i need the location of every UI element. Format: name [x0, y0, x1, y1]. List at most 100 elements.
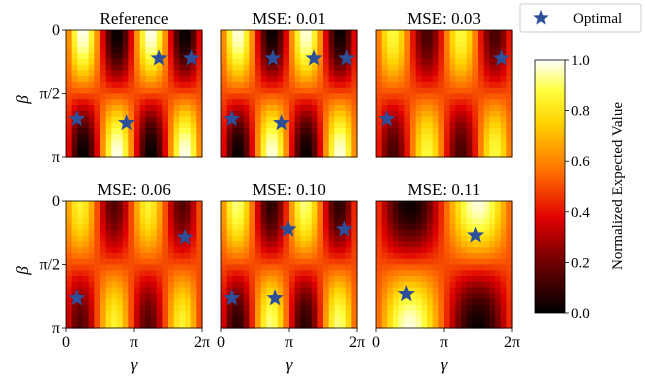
heatmap-cell — [272, 99, 279, 106]
x-tick-label: 2π — [194, 334, 210, 351]
heatmap-cell — [179, 53, 186, 60]
heatmap-cell — [410, 64, 417, 72]
heatmap-cell — [88, 310, 95, 318]
heatmap-cell — [105, 316, 112, 323]
heatmap-cell — [432, 151, 439, 158]
heatmap-cell — [100, 81, 107, 89]
heatmap-cell — [88, 151, 95, 158]
heatmap-cell — [410, 252, 417, 260]
heatmap-cell — [449, 264, 456, 271]
heatmap-cell — [334, 58, 341, 66]
heatmap-cell — [306, 281, 313, 289]
heatmap-cell — [478, 139, 485, 147]
heatmap-cell — [449, 229, 456, 237]
heatmap-cell — [500, 212, 507, 219]
heatmap-cell — [221, 30, 228, 37]
heatmap-cell — [255, 276, 262, 283]
heatmap-cell — [71, 133, 78, 141]
heatmap-cell — [190, 235, 197, 243]
heatmap-cell — [455, 87, 462, 95]
heatmap-cell — [162, 105, 169, 112]
heatmap-cell — [483, 99, 490, 106]
heatmap-cell — [289, 276, 296, 283]
heatmap-cell — [323, 218, 330, 225]
x-tick-label: 2π — [349, 334, 365, 351]
heatmap-cell — [134, 310, 141, 318]
heatmap-cell — [478, 53, 485, 60]
heatmap-cell — [134, 105, 141, 112]
heatmap-cell — [427, 93, 434, 100]
heatmap-cell — [232, 53, 239, 60]
heatmap-cell — [472, 299, 479, 306]
heatmap-cell — [449, 293, 456, 300]
heatmap-cell — [232, 128, 239, 135]
x-tick-label: π — [130, 334, 138, 351]
heatmap-cell — [221, 241, 228, 248]
heatmap-cell — [226, 224, 233, 231]
heatmap-cell — [100, 64, 107, 72]
heatmap-cell — [156, 151, 163, 158]
heatmap-cell — [300, 139, 307, 147]
heatmap-cell — [506, 229, 513, 237]
heatmap-cell — [260, 70, 267, 77]
heatmap-cell — [478, 287, 485, 294]
heatmap-cell — [489, 151, 496, 158]
heatmap-cell — [376, 145, 383, 152]
heatmap-cell — [455, 316, 462, 323]
heatmap-cell — [94, 87, 101, 95]
heatmap-cell — [500, 35, 507, 43]
heatmap-cell — [444, 235, 451, 243]
heatmap-cell — [306, 252, 313, 260]
heatmap-cell — [168, 41, 175, 48]
heatmap-cell — [100, 224, 107, 231]
heatmap-cell — [449, 53, 456, 60]
heatmap-cell — [495, 322, 502, 329]
heatmap-cell — [376, 264, 383, 271]
heatmap-cell — [66, 316, 73, 323]
heatmap-cell — [139, 206, 146, 214]
heatmap-cell — [156, 81, 163, 89]
heatmap-cell — [260, 151, 267, 158]
heatmap-cell — [266, 105, 273, 112]
heatmap-cell — [449, 64, 456, 72]
heatmap-cell — [77, 281, 84, 289]
heatmap-cell — [117, 70, 124, 77]
heatmap-cell — [306, 128, 313, 135]
heatmap-cell — [393, 270, 400, 277]
heatmap-cell — [122, 70, 129, 77]
heatmap-cell — [283, 47, 290, 54]
heatmap-cell — [88, 145, 95, 152]
heatmap-cell — [71, 310, 78, 318]
heatmap-cell — [266, 299, 273, 306]
heatmap-cell — [306, 99, 313, 106]
heatmap-cell — [238, 276, 245, 283]
heatmap-cell — [162, 99, 169, 106]
heatmap-cell — [151, 241, 158, 248]
heatmap-cell — [506, 64, 513, 72]
heatmap-cell — [500, 201, 507, 208]
heatmap-cell — [190, 206, 197, 214]
heatmap-cell — [340, 322, 347, 329]
heatmap-cell — [105, 229, 112, 237]
heatmap-cell — [334, 122, 341, 129]
heatmap-cell — [71, 235, 78, 243]
heatmap-cell — [162, 81, 169, 89]
heatmap-cell — [483, 270, 490, 277]
heatmap-cell — [255, 241, 262, 248]
heatmap-cell — [410, 81, 417, 89]
heatmap-cell — [410, 47, 417, 54]
heatmap-cell — [289, 281, 296, 289]
heatmap-cell — [483, 122, 490, 129]
heatmap-cell — [334, 110, 341, 118]
heatmap-cell — [283, 299, 290, 306]
heatmap-cell — [71, 322, 78, 329]
heatmap-cell — [478, 322, 485, 329]
heatmap-cell — [351, 99, 358, 106]
heatmap-cell — [340, 218, 347, 225]
heatmap-cell — [249, 224, 256, 231]
heatmap-cell — [255, 218, 262, 225]
heatmap-cell — [266, 151, 273, 158]
heatmap-cell — [139, 276, 146, 283]
heatmap-cell — [255, 87, 262, 95]
heatmap-cell — [173, 105, 180, 112]
